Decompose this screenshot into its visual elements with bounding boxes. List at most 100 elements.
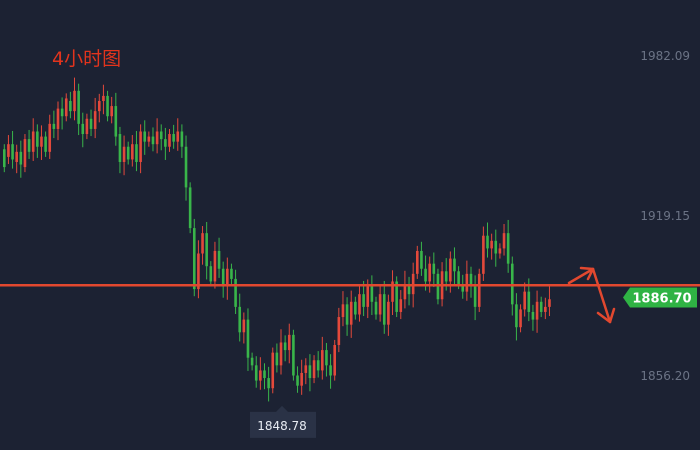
candle-body [341,304,345,318]
candle-body [482,235,485,274]
candle-body [155,131,159,145]
forecast-arrow-down [591,267,612,324]
candle-body [490,240,493,249]
candle-body [118,134,122,162]
candle-body [461,283,465,292]
candle-body [143,131,147,142]
candle-body [201,233,204,254]
candle-body [395,281,398,312]
candle-body [502,233,506,249]
candle-body [97,100,101,112]
candle-body [378,294,382,315]
candle-body [349,301,353,325]
candle-body [36,131,39,147]
candle-body [226,268,229,287]
candle-body [230,268,233,279]
candle-body [486,235,489,249]
candle-body [213,250,217,282]
candle-body [238,306,242,333]
candle-body [366,286,370,307]
candle-body [449,258,452,282]
current-price-label: 1886.70 [632,292,691,307]
candle-body [180,131,184,147]
candle-body [147,136,151,142]
candle-body [234,278,237,307]
candle-body [457,271,460,284]
candle-body [217,250,221,269]
candle-body [465,273,469,292]
low-price-tag-bg [250,405,316,438]
candle-body [126,146,130,160]
candle-body [432,263,436,274]
candle-body [263,370,266,379]
candle-body [535,301,539,320]
candle-body [184,146,188,188]
candle-body [531,311,535,320]
candle-body [510,263,514,305]
candle-body [436,273,440,300]
candle-body [192,228,196,290]
candle-body [89,118,93,129]
candle-body [292,334,295,376]
forecast-arrow [567,266,616,324]
candle-body [44,136,47,152]
candle-body [444,271,448,282]
candle-body [250,357,254,366]
candle-body [114,106,118,137]
candle-body [354,301,357,315]
candle-body [73,90,76,112]
candle-body [403,283,407,300]
candle-body [287,334,291,351]
candle-body [494,240,498,254]
candle-body [254,365,258,381]
candle-body [102,95,105,101]
low-price-tag: 1848.78 [250,405,316,438]
candle-body [69,100,72,112]
candle-body [188,187,192,229]
candle-body [19,151,23,165]
candle-body [122,146,126,162]
candle-body [370,286,374,302]
candle-body [221,268,225,287]
candle-body [172,134,175,142]
candle-body [110,106,113,117]
candle-body [300,372,303,386]
candle-body [93,111,97,129]
candle-body [60,108,64,117]
current-price-tag: 1886.70 [623,287,697,308]
candle-body [11,144,14,160]
candle-body [164,139,167,147]
candle-body [337,317,341,346]
candle-body [197,253,200,290]
candle-body [27,139,31,152]
candle-body [325,350,328,366]
candle-body [64,98,68,117]
candle-body [391,281,394,302]
candle-body [296,375,299,386]
candle-body [85,118,89,135]
candle-body [31,131,35,152]
y-tick-label: 1856.20 [640,369,690,383]
candle-body [40,136,43,147]
candle-body [523,291,526,310]
candle-body [135,144,138,162]
candle-body [506,233,510,264]
candle-body [321,350,324,371]
candle-body [15,151,18,162]
candle-body [23,139,27,168]
candle-body [498,248,502,254]
candle-body [151,136,155,145]
candle-body [209,266,213,282]
candle-body [139,131,142,162]
candle-body [106,95,109,117]
candle-body [374,301,378,315]
candle-body [407,283,411,295]
candle-body [519,309,522,328]
candle-body [382,294,386,325]
y-tick-label: 1919.15 [640,209,690,223]
candle-body [420,250,423,269]
candle-body [81,123,85,135]
candle-body [259,370,262,381]
candle-body [316,360,320,371]
candle-body [271,352,275,389]
